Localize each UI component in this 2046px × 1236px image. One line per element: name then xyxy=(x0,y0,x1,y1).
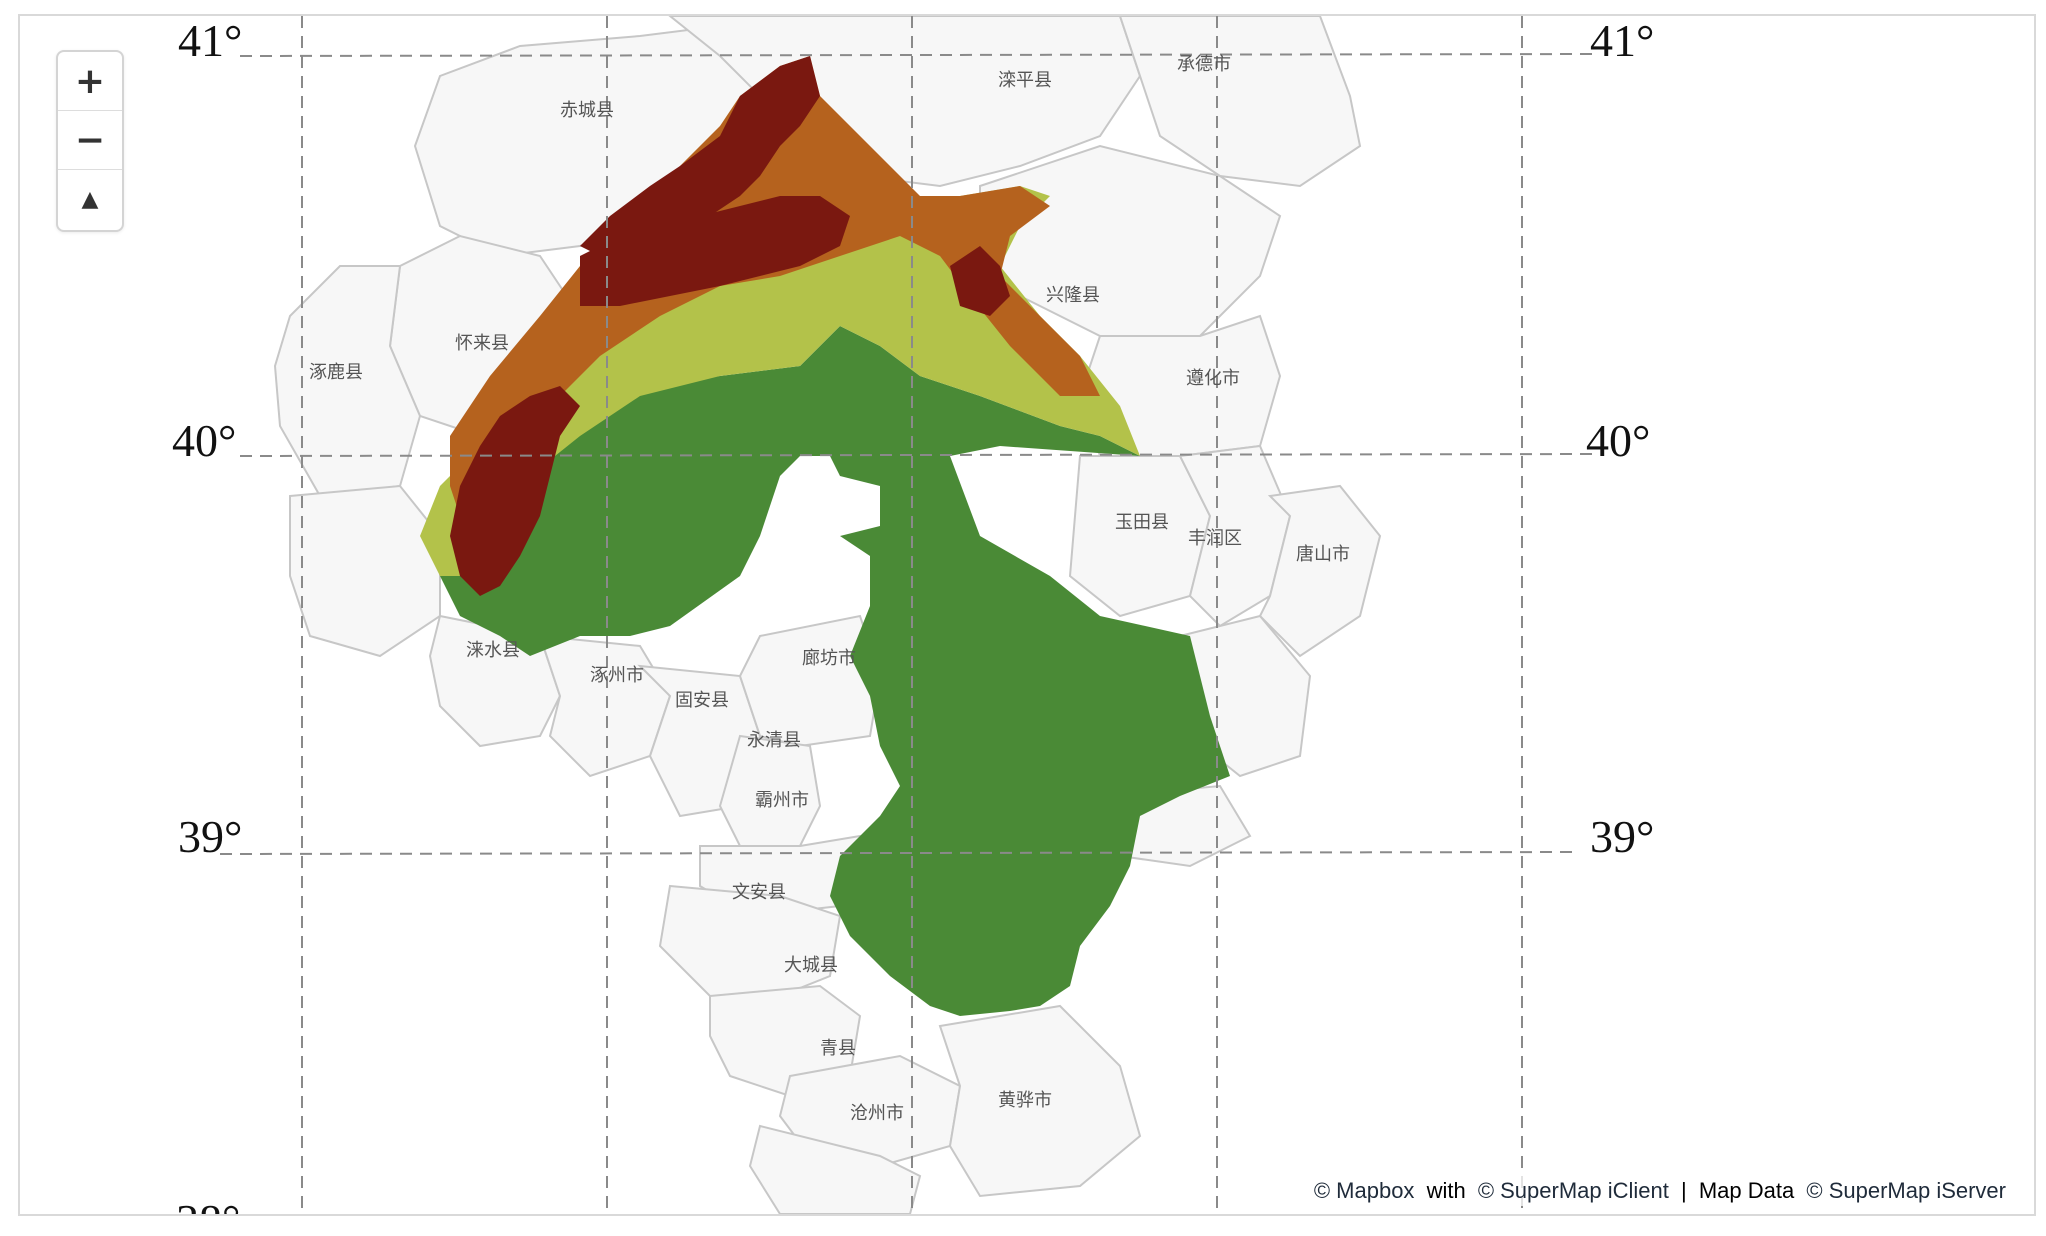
place-label: 承德市 xyxy=(1177,54,1231,75)
place-label: 唐山市 xyxy=(1296,544,1350,565)
lat-label-41-left: 41° xyxy=(178,16,242,66)
attribution-with: with xyxy=(1426,1178,1466,1203)
county-cangzhou xyxy=(748,1124,922,1214)
county-layer xyxy=(273,16,1382,1214)
place-label: 固安县 xyxy=(675,690,729,711)
place-label: 黄骅市 xyxy=(998,1090,1052,1111)
elevation-lowland xyxy=(440,326,1230,1016)
county-zhuolu xyxy=(273,265,422,498)
county-qingxian xyxy=(778,1054,962,1168)
county-wenan xyxy=(658,884,842,997)
place-label: 丰润区 xyxy=(1188,528,1242,549)
compass-icon: ▲ xyxy=(81,187,99,212)
attribution-map-data: Map Data xyxy=(1698,1178,1795,1203)
mapbox-link[interactable]: © Mapbox xyxy=(1313,1178,1415,1203)
zoom-out-button[interactable]: − xyxy=(58,111,122,170)
place-label: 滦平县 xyxy=(998,70,1052,91)
place-label: 兴隆县 xyxy=(1046,285,1100,306)
zoom-control: + − ▲ xyxy=(56,50,124,232)
lat-label-40-right: 40° xyxy=(1586,415,1650,466)
lat-label-40-left: 40° xyxy=(172,415,236,466)
place-label: 玉田县 xyxy=(1115,512,1169,533)
place-label: 涿州市 xyxy=(590,665,644,686)
attribution-separator: | xyxy=(1681,1178,1687,1203)
place-label: 赤城县 xyxy=(560,100,614,121)
latitude-labels: 41° 41° 40° 40° 39° 39° 38° xyxy=(172,16,1654,1214)
elevation-raster xyxy=(420,56,1230,1016)
place-label: 涿鹿县 xyxy=(309,362,363,383)
elevation-highland-ridge xyxy=(580,196,850,306)
place-label: 文安县 xyxy=(732,882,786,903)
place-label: 遵化市 xyxy=(1186,368,1240,389)
county-huanghua xyxy=(938,1004,1142,1198)
county-fengrun xyxy=(1178,444,1292,628)
lat-label-41-right: 41° xyxy=(1590,16,1654,66)
place-labels: 赤城县 滦平县 承德市 兴隆县 怀来县 涿鹿县 遵化市 玉田县 丰润区 唐山市 … xyxy=(309,54,1350,1124)
place-label: 霸州市 xyxy=(755,790,809,811)
county-zhuozhou xyxy=(538,634,672,778)
elevation-highland-north xyxy=(580,56,820,256)
lat-label-39-right: 39° xyxy=(1590,811,1654,862)
elevation-highland-west xyxy=(450,386,580,596)
map-container[interactable]: 41° 41° 40° 40° 39° 39° 38° 赤城县 滦平县 承德市 … xyxy=(18,14,2036,1216)
graticule xyxy=(219,16,1601,1214)
iclient-link[interactable]: © SuperMap iClient xyxy=(1477,1178,1669,1203)
lat-label-39-left: 39° xyxy=(178,811,242,862)
county-west-1 xyxy=(289,484,441,658)
map-canvas[interactable]: 41° 41° 40° 40° 39° 39° 38° 赤城县 滦平县 承德市 … xyxy=(20,16,2034,1214)
parallel-41 xyxy=(239,53,1601,57)
place-label: 大城县 xyxy=(784,955,838,976)
parallel-39 xyxy=(219,851,1581,855)
attribution: © Mapbox with © SuperMap iClient | Map D… xyxy=(1307,1176,2018,1206)
zoom-in-button[interactable]: + xyxy=(58,52,122,111)
county-chengde xyxy=(1118,16,1362,188)
place-label: 青县 xyxy=(820,1038,856,1059)
lat-label-38-left: 38° xyxy=(176,1195,240,1214)
iserver-link[interactable]: © SuperMap iServer xyxy=(1806,1178,2006,1203)
county-tangshan xyxy=(1258,484,1382,658)
place-label: 沧州市 xyxy=(850,1103,904,1124)
reset-north-button[interactable]: ▲ xyxy=(58,170,122,230)
place-label: 永清县 xyxy=(747,730,801,751)
place-label: 怀来县 xyxy=(455,333,509,354)
place-label: 涞水县 xyxy=(466,640,520,661)
parallel-40 xyxy=(239,453,1601,457)
elevation-highland-east xyxy=(950,246,1010,316)
place-label: 廊坊市 xyxy=(802,648,856,669)
